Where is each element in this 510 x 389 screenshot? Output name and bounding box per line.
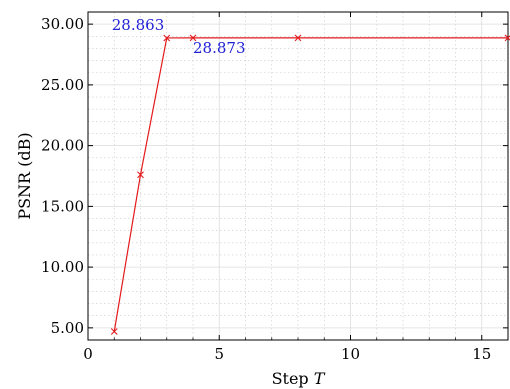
- y-axis-label: PSNR (dB): [15, 132, 34, 219]
- data-point: [294, 34, 302, 42]
- x-tick-label: 5: [214, 345, 224, 363]
- data-point: [504, 34, 510, 42]
- y-tick-label: 15.00: [41, 197, 84, 215]
- y-tick-label: 30.00: [41, 15, 84, 33]
- x-axis-label-variable: T: [314, 369, 326, 388]
- annotation-label: 28.863: [112, 16, 165, 34]
- data-point: [137, 171, 144, 179]
- x-axis-ticks: 0 5 10 15: [83, 12, 491, 363]
- x-axis-label: Step T: [272, 369, 326, 388]
- annotations: 28.863 28.873: [112, 16, 246, 57]
- y-axis-ticks: 5.00 10.00 15.00 20.00 25.00 30.00: [41, 15, 508, 337]
- y-tick-label: 20.00: [41, 137, 84, 155]
- x-tick-label: 10: [341, 345, 360, 363]
- series-group: [110, 34, 510, 335]
- series-line: [113, 37, 508, 332]
- data-point: [163, 34, 171, 42]
- y-tick-label: 10.00: [41, 258, 84, 276]
- x-tick-label: 0: [83, 345, 93, 363]
- grid: [88, 12, 508, 340]
- annotation-label: 28.873: [193, 39, 246, 57]
- x-tick-label: 15: [472, 345, 491, 363]
- data-point: [110, 328, 118, 335]
- y-tick-label: 25.00: [41, 76, 84, 94]
- x-axis-label-text: Step: [272, 369, 309, 388]
- y-tick-label: 5.00: [51, 319, 84, 337]
- data-point: [189, 34, 197, 42]
